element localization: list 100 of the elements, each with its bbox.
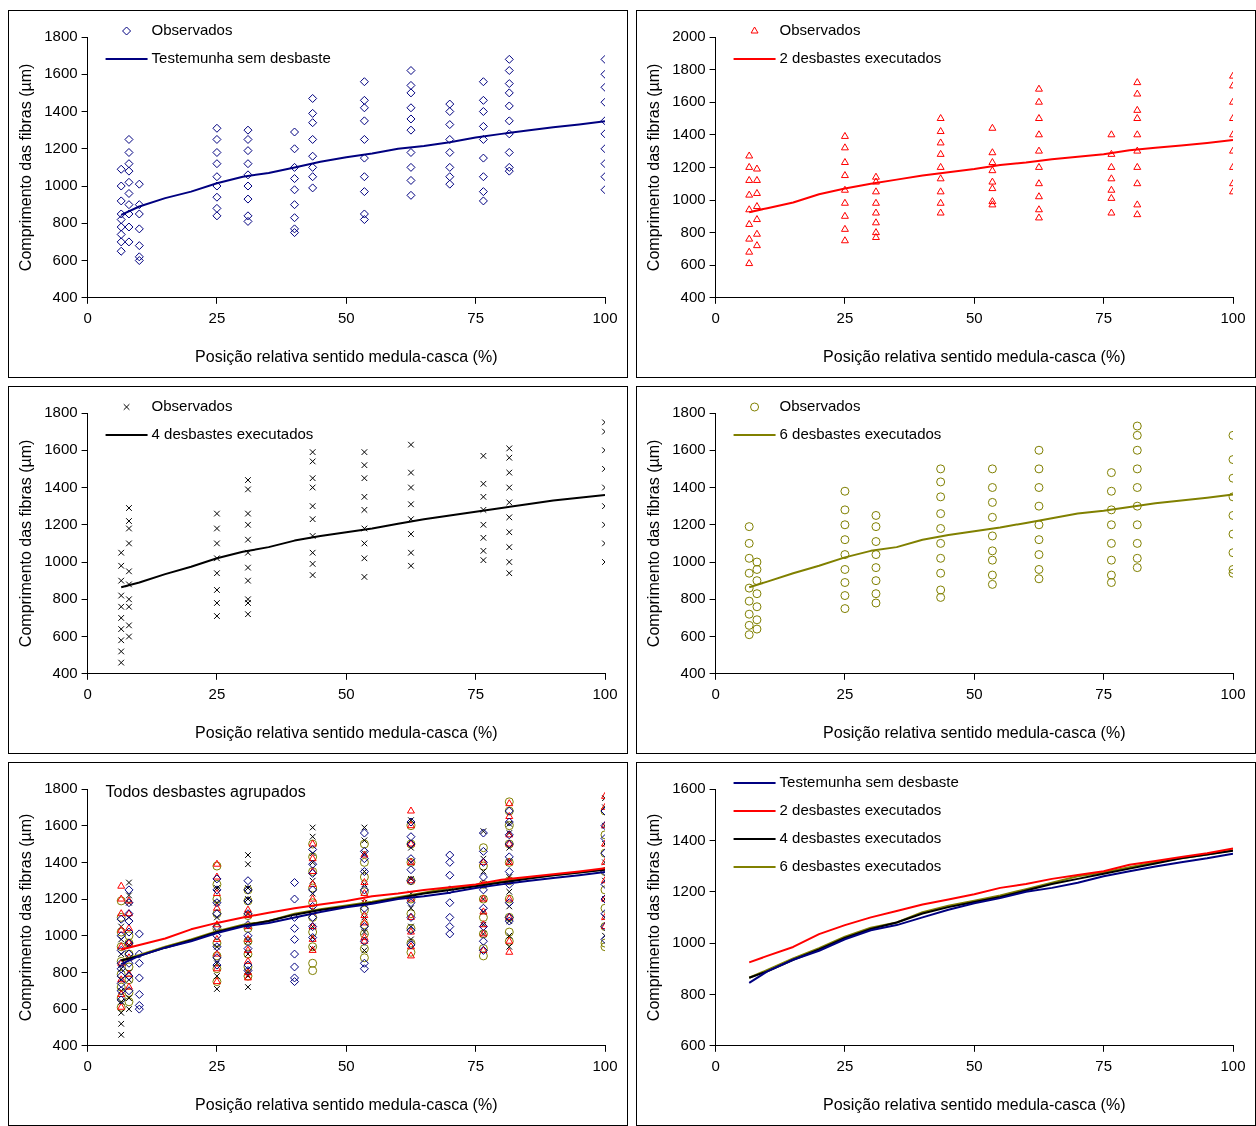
y-tick-label: 1600 [44, 64, 78, 82]
y-tick-label: 1600 [672, 779, 706, 797]
x-tick-label: 0 [711, 308, 720, 326]
legend-label: 2 desbastes executados [779, 801, 942, 819]
x-tick-label: 25 [836, 684, 854, 702]
y-tick-label: 1200 [672, 881, 706, 899]
y-tick-label: 1400 [672, 830, 706, 848]
y-tick-label: 600 [52, 999, 78, 1017]
x-tick-label: 50 [965, 1056, 983, 1074]
y-axis-title: Comprimento das fibras (µm) [645, 63, 663, 272]
y-tick-label: 1800 [672, 403, 706, 421]
x-axis-title: Posição relativa sentido medula-casca (%) [195, 1095, 498, 1113]
y-tick-label: 600 [680, 255, 706, 273]
y-tick-label: 1200 [44, 138, 78, 156]
y-tick-label: 1800 [672, 59, 706, 77]
y-tick-label: 1600 [672, 92, 706, 110]
x-tick-label: 75 [1095, 308, 1112, 326]
y-tick-label: 1200 [672, 157, 706, 175]
legend-label: 2 desbastes executados [779, 49, 942, 67]
x-tick-label: 25 [208, 684, 226, 702]
y-tick-label: 800 [52, 962, 78, 980]
y-tick-label: 1400 [44, 852, 78, 870]
x-tick-label: 100 [592, 684, 618, 702]
y-axis-title: Comprimento das fibras (µm) [645, 813, 663, 1022]
x-tick-label: 50 [965, 684, 983, 702]
legend-label: Observados [151, 21, 233, 39]
y-tick-label: 1600 [672, 440, 706, 458]
legend-label: Testemunha sem desbaste [779, 773, 959, 791]
x-tick-label: 100 [1220, 684, 1246, 702]
x-tick-label: 25 [836, 308, 854, 326]
x-axis-title: Posição relativa sentido medula-casca (%) [195, 723, 498, 741]
y-tick-label: 400 [52, 287, 78, 305]
legend-label: 6 desbastes executados [779, 425, 942, 443]
x-tick-label: 100 [1220, 1056, 1246, 1074]
y-tick-label: 1200 [672, 514, 706, 532]
x-tick-label: 50 [337, 1056, 355, 1074]
y-tick-label: 1400 [44, 477, 78, 495]
x-tick-label: 0 [83, 684, 92, 702]
y-tick-label: 2000 [672, 27, 706, 45]
legend-label: Observados [151, 397, 233, 415]
x-tick-label: 25 [208, 308, 226, 326]
annotation: Todos desbastes agrupados [105, 783, 306, 801]
legend-label: Observados [779, 397, 861, 415]
y-tick-label: 1400 [672, 124, 706, 142]
x-tick-label: 75 [1095, 684, 1112, 702]
y-tick-label: 600 [52, 626, 78, 644]
y-tick-label: 1000 [44, 925, 78, 943]
y-tick-label: 1200 [44, 514, 78, 532]
y-tick-label: 800 [52, 589, 78, 607]
x-tick-label: 25 [836, 1056, 854, 1074]
legend-label: 6 desbastes executados [779, 857, 942, 875]
y-tick-label: 1000 [672, 190, 706, 208]
x-tick-label: 0 [711, 684, 720, 702]
y-tick-label: 800 [680, 984, 706, 1002]
y-tick-label: 1400 [44, 101, 78, 119]
x-tick-label: 0 [83, 1056, 92, 1074]
y-tick-label: 600 [52, 250, 78, 268]
legend-label: Observados [779, 21, 861, 39]
y-tick-label: 800 [680, 222, 706, 240]
x-tick-label: 75 [1095, 1056, 1112, 1074]
x-tick-label: 75 [467, 308, 484, 326]
y-tick-label: 600 [680, 626, 706, 644]
x-tick-label: 25 [208, 1056, 226, 1074]
y-tick-label: 800 [52, 213, 78, 231]
x-axis-title: Posição relativa sentido medula-casca (%) [823, 723, 1126, 741]
y-tick-label: 1000 [44, 552, 78, 570]
y-tick-label: 400 [52, 1035, 78, 1053]
x-tick-label: 50 [965, 308, 983, 326]
x-tick-label: 0 [83, 308, 92, 326]
y-tick-label: 1000 [672, 552, 706, 570]
x-tick-label: 100 [592, 1056, 618, 1074]
legend-label: Testemunha sem desbaste [151, 49, 331, 67]
y-tick-label: 400 [680, 663, 706, 681]
y-tick-label: 600 [680, 1035, 706, 1053]
x-tick-label: 50 [337, 684, 355, 702]
y-tick-label: 1200 [44, 889, 78, 907]
x-tick-label: 100 [592, 308, 618, 326]
legend-label: 4 desbastes executados [779, 829, 942, 847]
y-tick-label: 1000 [44, 176, 78, 194]
y-tick-label: 1400 [672, 477, 706, 495]
x-tick-label: 75 [467, 684, 484, 702]
y-tick-label: 1600 [44, 440, 78, 458]
y-tick-label: 800 [680, 589, 706, 607]
x-axis-title: Posição relativa sentido medula-casca (%) [823, 1095, 1126, 1113]
y-tick-label: 400 [52, 663, 78, 681]
x-tick-label: 75 [467, 1056, 484, 1074]
y-axis-title: Comprimento das fibras (µm) [17, 439, 35, 648]
x-tick-label: 100 [1220, 308, 1246, 326]
x-tick-label: 0 [711, 1056, 720, 1074]
y-tick-label: 1000 [672, 933, 706, 951]
y-tick-label: 1800 [44, 779, 78, 797]
y-tick-label: 1800 [44, 403, 78, 421]
y-tick-label: 1800 [44, 27, 78, 45]
y-axis-title: Comprimento das fibras (µm) [17, 813, 35, 1022]
x-tick-label: 50 [337, 308, 355, 326]
y-axis-title: Comprimento das fibras (µm) [645, 439, 663, 648]
y-tick-label: 1600 [44, 815, 78, 833]
x-axis-title: Posição relativa sentido medula-casca (%) [195, 347, 498, 365]
y-tick-label: 400 [680, 287, 706, 305]
x-axis-title: Posição relativa sentido medula-casca (%) [823, 347, 1126, 365]
